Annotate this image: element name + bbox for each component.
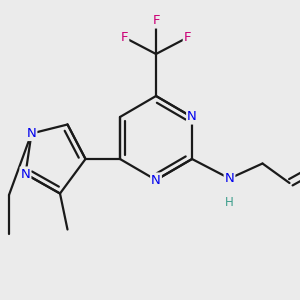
- Text: F: F: [184, 31, 191, 44]
- Text: F: F: [152, 14, 160, 28]
- Text: F: F: [121, 31, 128, 44]
- Text: N: N: [225, 172, 234, 185]
- Text: N: N: [187, 110, 197, 124]
- Text: N: N: [27, 127, 36, 140]
- Text: N: N: [151, 173, 161, 187]
- Text: N: N: [21, 167, 30, 181]
- Text: H: H: [225, 196, 234, 209]
